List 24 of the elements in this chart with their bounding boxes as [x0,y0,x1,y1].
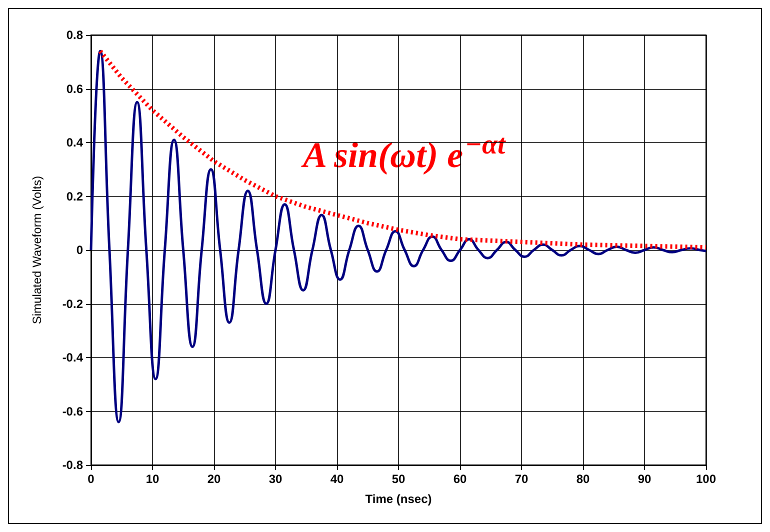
x-tick-label: 0 [88,472,95,486]
y-tick-label: 0.4 [66,136,84,150]
y-tick-label: 0 [76,243,84,257]
line-series [98,48,708,250]
x-tick-label: 10 [146,472,160,486]
y-tick-label: -0.8 [62,458,84,472]
x-tick-label: 30 [268,472,282,486]
x-axis-title: Time (nsec) [365,492,432,506]
line-series [90,50,708,424]
x-tick-label: 90 [638,472,652,486]
y-axis-title: Simulated Waveform (Volts) [30,176,44,324]
y-tick-label: -0.2 [62,296,84,311]
y-tick-label: -0.6 [62,404,84,418]
x-tick-label: 100 [696,472,716,486]
x-tick-label: 60 [453,472,467,486]
y-tick-label: 0.8 [66,28,84,42]
x-tick-label: 20 [207,472,221,486]
y-tick-label: -0.4 [62,350,84,364]
y-tick-label: 0.6 [66,82,84,96]
x-tick-label: 40 [330,472,344,486]
x-tick-label: 80 [576,472,590,486]
x-tick-label: 70 [514,472,528,486]
x-tick-label: 50 [392,472,406,486]
y-tick-label: 0.2 [66,189,84,204]
